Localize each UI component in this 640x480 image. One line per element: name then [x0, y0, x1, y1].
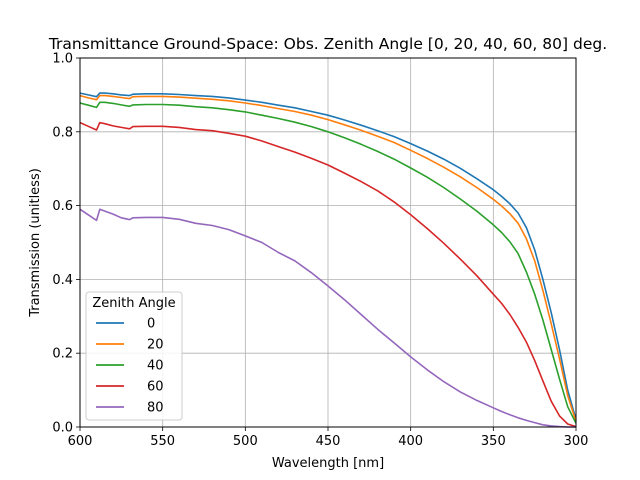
y-tick-label: 0.4 [52, 273, 73, 288]
legend-label: 20 [147, 338, 164, 353]
legend-title: Zenith Angle [92, 296, 175, 311]
y-tick-label: 0.0 [52, 421, 73, 436]
x-axis-label: Wavelength [nm] [272, 456, 384, 471]
y-axis: 0.0 0.2 0.4 0.6 0.8 1.0 [52, 52, 80, 436]
x-tick-label: 500 [233, 434, 258, 449]
legend: Zenith Angle 0 20 40 60 80 [85, 291, 183, 421]
x-tick-label: 600 [68, 434, 93, 449]
x-tick-label: 400 [398, 434, 423, 449]
y-tick-label: 0.6 [52, 199, 73, 214]
y-axis-label: Transmission (unitless) [28, 168, 43, 318]
x-tick-label: 550 [150, 434, 175, 449]
series-line-20 [79, 94, 577, 422]
legend-label: 80 [147, 401, 164, 416]
series-group [79, 92, 577, 428]
legend-items: 0 20 40 60 80 [96, 317, 164, 416]
legend-box [85, 291, 183, 421]
y-tick-label: 0.8 [52, 125, 73, 140]
legend-label: 0 [147, 317, 155, 332]
series-line-0 [79, 92, 577, 420]
legend-label: 40 [147, 359, 164, 374]
x-tick-label: 450 [316, 434, 341, 449]
y-tick-label: 1.0 [52, 52, 73, 67]
x-axis: 600 550 500 450 400 350 300 [68, 427, 589, 449]
chart-title: Transmittance Ground-Space: Obs. Zenith … [48, 35, 607, 53]
y-tick-label: 0.2 [52, 347, 73, 362]
series-line-80 [79, 208, 576, 428]
x-tick-label: 300 [564, 434, 589, 449]
series-line-40 [79, 101, 577, 424]
series-line-60 [79, 121, 577, 428]
legend-label: 60 [147, 380, 164, 395]
x-tick-label: 350 [481, 434, 506, 449]
